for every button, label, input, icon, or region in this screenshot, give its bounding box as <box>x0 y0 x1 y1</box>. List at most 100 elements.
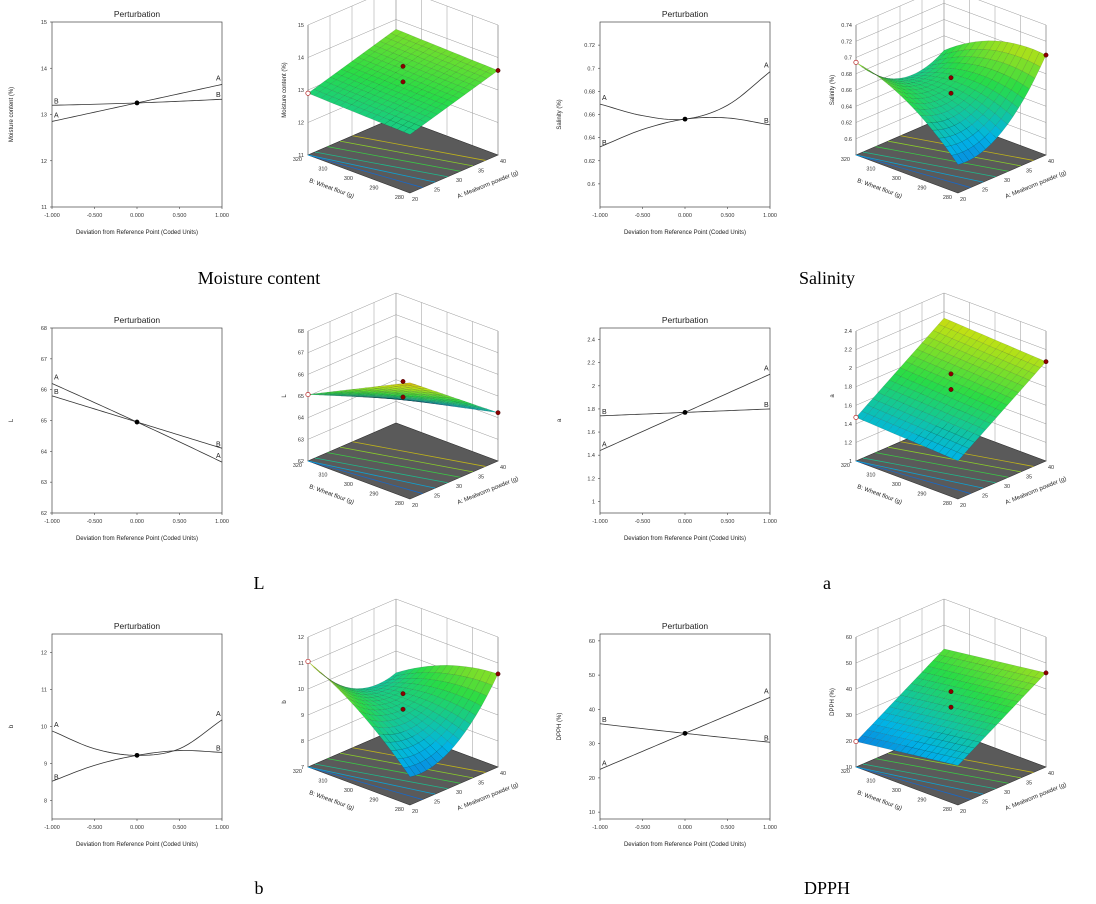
surface-patch <box>951 451 964 462</box>
x-tick-label: 0.500 <box>721 825 735 831</box>
a-tick-label: 40 <box>1048 465 1054 471</box>
surface-patch <box>973 427 986 437</box>
series-label-end: B <box>216 441 221 448</box>
surface-patch <box>336 683 349 690</box>
y-tick-label: 30 <box>589 742 595 748</box>
floor-contour <box>352 441 486 467</box>
b-tick-label: 310 <box>318 473 327 479</box>
y-tick-label: 10 <box>41 725 47 731</box>
surface-patch <box>899 77 912 80</box>
surface-patch <box>941 68 955 74</box>
surface-patch <box>943 431 956 441</box>
surface-patch <box>397 125 410 133</box>
z-tick-label: 67 <box>298 351 304 357</box>
surface-patch <box>948 425 962 435</box>
surface-patch <box>894 89 907 98</box>
perturbation-plot: Perturbation -1.000 -0.500 0.000 0.500 1.000 1… <box>557 621 777 848</box>
x-axis-label: Deviation from Reference Point (Coded Un… <box>624 842 746 848</box>
surface-patch <box>861 729 874 738</box>
a-tick-label: 35 <box>478 781 484 787</box>
surface-patch <box>995 711 1008 720</box>
surface-patch <box>897 724 911 732</box>
surface-patch <box>880 734 893 742</box>
floor-contour <box>352 135 486 161</box>
surface-patch <box>371 114 384 122</box>
surface-patch <box>950 143 963 155</box>
series-label-start: B <box>602 409 607 416</box>
z-tick-label: 10 <box>846 765 852 771</box>
surface-patch <box>989 40 1002 51</box>
y-axis-label: L <box>9 418 15 422</box>
floor-contour <box>875 146 1009 172</box>
surface-patch <box>340 685 353 690</box>
z-tick-label: 2 <box>849 366 852 372</box>
floor-contour <box>855 154 971 188</box>
y-tick-label: 12 <box>41 159 47 165</box>
plot-frame <box>599 327 771 514</box>
x-tick-label: 1.000 <box>215 825 229 831</box>
surface-patch <box>342 394 355 396</box>
z-tick-label: 50 <box>846 661 852 667</box>
wall-gridline <box>855 598 1047 638</box>
z-tick-label: 0.68 <box>841 72 852 78</box>
b-tick-label: 290 <box>369 798 378 804</box>
surface-patch <box>903 718 916 727</box>
surface-patch <box>970 713 984 721</box>
surface-patch <box>403 34 416 42</box>
y-tick-label: 0.64 <box>584 136 595 142</box>
z-axis-label: a <box>830 394 836 398</box>
a-tick-label: 30 <box>456 790 462 796</box>
design-point <box>948 90 954 96</box>
b-tick-label: 300 <box>344 176 353 182</box>
surface-patch <box>410 395 423 398</box>
surface-patch <box>403 382 416 386</box>
surface-patch <box>987 695 1000 704</box>
surface-patch <box>967 433 981 443</box>
surface-patch <box>408 123 422 131</box>
z-tick-label: 0.7 <box>844 56 852 62</box>
b-tick-label: 320 <box>841 769 850 775</box>
x-tick-label: -0.500 <box>635 213 651 219</box>
a-axis-label: A: Mealworm powder (g) <box>1005 782 1068 812</box>
surface-patch <box>475 406 488 410</box>
panel-caption: Salinity <box>799 268 855 288</box>
series-label-start: B <box>54 98 59 105</box>
surface-patch <box>868 69 881 78</box>
surface-patch <box>908 85 922 90</box>
surface-patch <box>419 109 432 117</box>
surface-patch <box>925 372 938 382</box>
surface-patch <box>421 398 434 401</box>
surface-patch <box>923 730 936 738</box>
x-axis-label: Deviation from Reference Point (Coded Un… <box>624 230 746 236</box>
series-label-end: B <box>764 735 769 742</box>
surface-patch <box>866 724 880 732</box>
floor-contour <box>855 460 984 489</box>
surface-patch <box>360 394 373 396</box>
surface-patch <box>947 672 960 680</box>
series-label-end: B <box>216 92 221 99</box>
design-point <box>305 658 311 664</box>
surface-patch <box>932 753 945 762</box>
surface-patch <box>399 730 413 740</box>
surface-patch <box>377 117 391 125</box>
surface-patch <box>998 74 1011 87</box>
surface-patch <box>950 88 964 97</box>
z-tick-label: 11 <box>298 661 304 667</box>
b-tick-label: 300 <box>892 176 901 182</box>
surface-patch <box>371 725 384 735</box>
z-tick-label: 0.74 <box>841 23 852 29</box>
b-tick-label: 320 <box>841 463 850 469</box>
design-point <box>495 68 501 73</box>
a-tick-label: 40 <box>1048 159 1054 165</box>
surface-patch <box>919 115 932 123</box>
a-tick-label: 30 <box>1004 484 1010 490</box>
z-tick-label: 13 <box>298 88 304 94</box>
surface-patch <box>374 91 387 99</box>
y-tick-label: 0.6 <box>587 182 595 188</box>
surface-patch <box>928 101 942 109</box>
series-line-B <box>599 116 771 148</box>
b-tick-label: 320 <box>841 157 850 163</box>
z-tick-label: 1.8 <box>844 385 852 391</box>
b-tick-label: 300 <box>344 788 353 794</box>
b-tick-label: 280 <box>395 195 404 201</box>
